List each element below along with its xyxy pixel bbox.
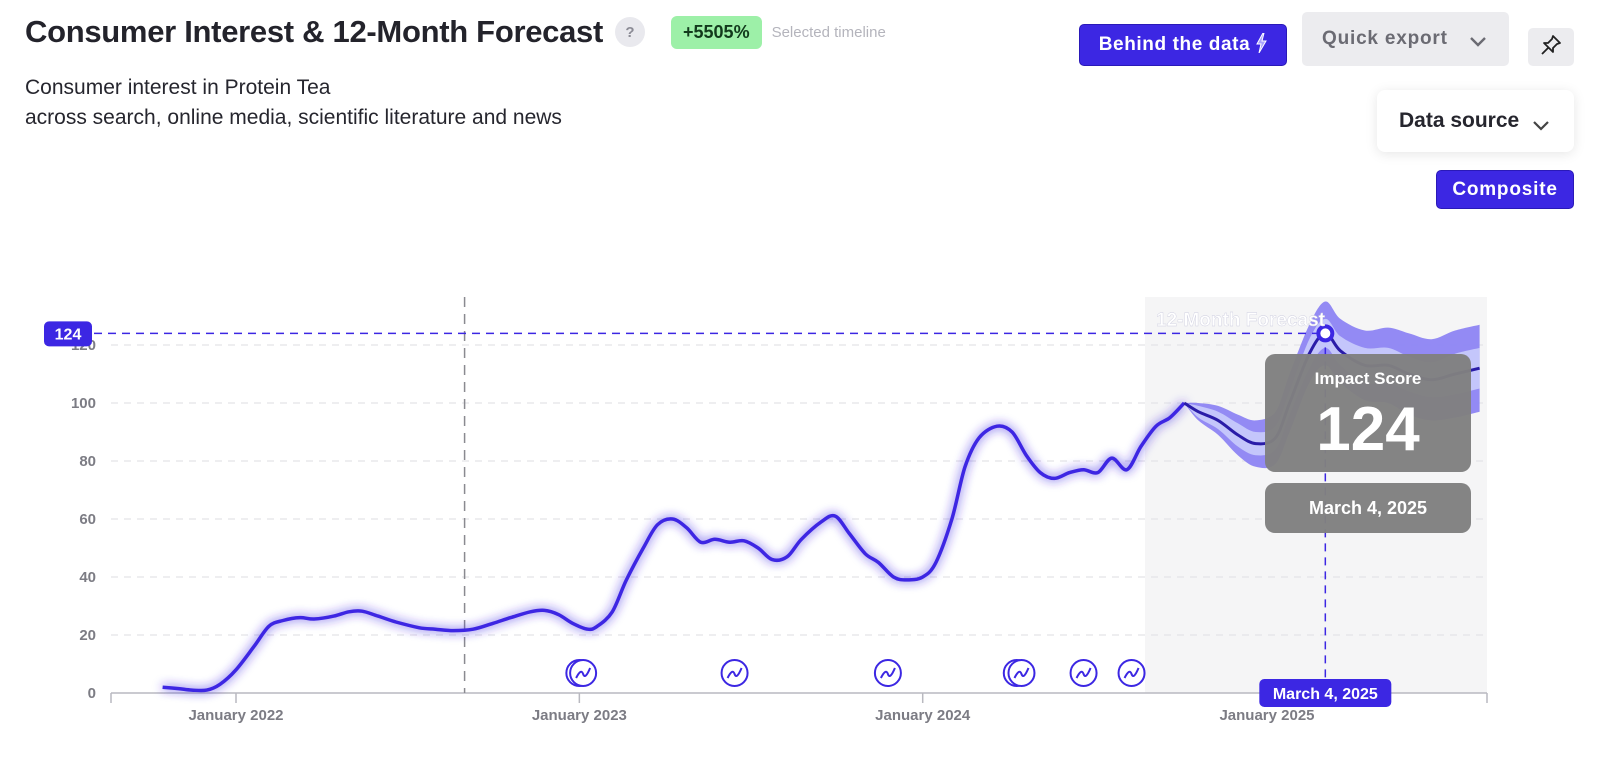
pin-button[interactable] (1528, 28, 1574, 66)
page-title: Consumer Interest & 12-Month Forecast (25, 14, 604, 49)
data-source-dropdown[interactable]: Data source (1377, 90, 1574, 152)
growth-badge: +5505% (671, 15, 762, 49)
historical-line (162, 401, 1186, 693)
event-marker-icon[interactable] (873, 659, 902, 687)
x-tick-label: January 2022 (188, 707, 283, 724)
x-tick-label: January 2023 (532, 707, 627, 724)
tooltip-title: Impact Score (1315, 369, 1422, 388)
highlight-point (1316, 324, 1335, 343)
x-date-label: March 4, 2025 (1273, 686, 1378, 703)
event-marker-icon[interactable] (1069, 659, 1098, 687)
data-source-label: Data source (1399, 109, 1520, 132)
tooltip-date: March 4, 2025 (1309, 498, 1427, 518)
chevron-down-icon (1532, 114, 1550, 138)
y-tick-label: 0 (88, 685, 96, 702)
trend-icon (1075, 667, 1092, 679)
y-value-label: 124 (55, 326, 82, 343)
y-tick-label: 60 (79, 511, 96, 528)
quick-export-label: Quick export (1322, 28, 1448, 49)
chevron-down-icon (1469, 32, 1487, 54)
behind-the-data-label: Behind the data (1098, 34, 1251, 55)
help-icon[interactable]: ? (615, 17, 646, 47)
trend-icon (1013, 667, 1030, 679)
tooltip-value: 124 (1316, 395, 1420, 464)
trend-icon (726, 667, 743, 679)
forecast-label: 12-Month Forecast (1156, 310, 1326, 331)
x-tick-label: January 2025 (1219, 707, 1314, 724)
tooltip-date-box (1265, 483, 1471, 533)
event-marker-icon[interactable] (1007, 659, 1036, 687)
x-date-pill (1259, 679, 1392, 707)
tooltip-box (1265, 354, 1471, 472)
composite-button[interactable]: Composite (1436, 170, 1574, 209)
pin-icon (1540, 34, 1562, 61)
trend-icon (575, 667, 592, 679)
y-tick-label: 80 (79, 453, 96, 470)
event-marker-icon[interactable] (1117, 659, 1146, 687)
growth-label: Selected timeline (771, 23, 886, 41)
y-tick-label: 20 (79, 627, 96, 644)
trend-icon (1123, 667, 1140, 679)
subtitle: Consumer interest in Protein Tea across … (25, 73, 562, 133)
event-marker-icon[interactable] (720, 659, 749, 687)
y-tick-label: 40 (79, 569, 96, 586)
y-value-pill (44, 321, 92, 347)
x-tick-label: January 2024 (875, 707, 971, 724)
trend-icon (880, 667, 896, 679)
behind-the-data-button[interactable]: Behind the data (1079, 24, 1287, 66)
lightning-icon (1256, 32, 1268, 58)
quick-export-button[interactable]: Quick export (1302, 12, 1509, 66)
subtitle-line-2: across search, online media, scientific … (25, 106, 562, 129)
forecast-band-outer (1184, 301, 1480, 469)
y-tick-label: 100 (71, 395, 96, 412)
event-marker-icon[interactable] (569, 659, 598, 687)
subtitle-line-1: Consumer interest in Protein Tea (25, 76, 331, 99)
